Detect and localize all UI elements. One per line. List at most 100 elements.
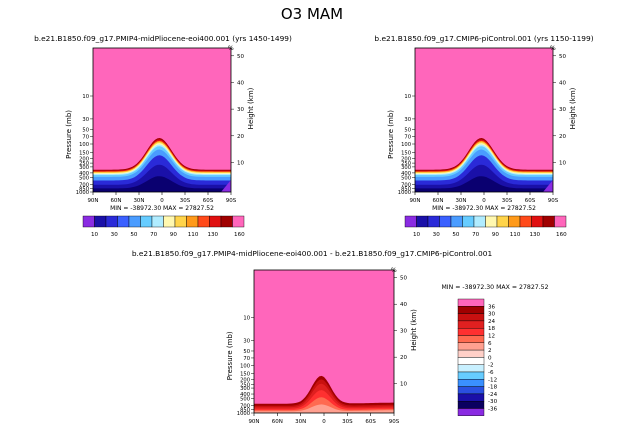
legend-swatch bbox=[554, 215, 567, 228]
height-tick-label: 50 bbox=[400, 276, 407, 282]
legend-swatch bbox=[197, 215, 210, 228]
legend-swatch bbox=[151, 215, 164, 228]
x-tick-label: 90S bbox=[226, 198, 237, 204]
pressure-tick-label: 700 bbox=[240, 404, 250, 410]
pressure-tick-label: 400 bbox=[401, 171, 411, 177]
pressure-tick-label: 300 bbox=[240, 386, 250, 392]
pressure-tick-label: 200 bbox=[240, 378, 250, 384]
x-tick-label: 0 bbox=[322, 419, 326, 425]
panel-title: b.e21.B1850.f09_g17.PMIP4-midPliocene-eo… bbox=[132, 249, 493, 258]
contour-band-10 bbox=[415, 176, 553, 192]
legend-swatch bbox=[457, 349, 485, 358]
legend-label: -24 bbox=[488, 392, 498, 398]
legend-label: 36 bbox=[488, 304, 496, 310]
x-tick-label: 60S bbox=[525, 198, 536, 204]
pressure-tick-label: 150 bbox=[240, 372, 250, 378]
legend-label: 2 bbox=[488, 348, 492, 354]
x-tick-label: 90S bbox=[548, 198, 559, 204]
height-tick-label: 20 bbox=[559, 134, 566, 140]
minmax-label: MIN = -38972.30 MAX = 27827.52 bbox=[441, 284, 548, 291]
legend-swatch bbox=[220, 215, 233, 228]
x-tick-label: 0 bbox=[160, 198, 164, 204]
legend-label: -2 bbox=[488, 363, 494, 369]
legend-label: 70 bbox=[150, 232, 158, 238]
pressure-tick-label: 500 bbox=[401, 176, 411, 182]
pressure-axis-label: Pressure (mb) bbox=[387, 110, 395, 159]
chart-panel-3: 90N 60N 30N 0 30S 60S 90S103050701001502002503… bbox=[132, 249, 549, 425]
legend-swatch bbox=[450, 215, 463, 228]
height-axis-label: Height (km) bbox=[410, 309, 418, 351]
pressure-tick-label: 150 bbox=[79, 150, 89, 156]
legend-swatch bbox=[457, 306, 485, 314]
legend-label: 130 bbox=[207, 232, 218, 238]
legend-swatch bbox=[457, 401, 485, 409]
legend-swatch bbox=[457, 408, 485, 417]
legend-label: -36 bbox=[488, 407, 498, 413]
legend-swatch bbox=[404, 215, 417, 228]
height-tick-label: 30 bbox=[559, 107, 566, 113]
legend-swatch bbox=[496, 215, 509, 228]
legend-swatch bbox=[117, 215, 130, 228]
legend-swatch bbox=[174, 215, 187, 228]
legend-swatch bbox=[457, 328, 485, 336]
legend-label: 18 bbox=[488, 326, 496, 332]
height-tick-label: 30 bbox=[237, 107, 244, 113]
legend-swatch bbox=[462, 215, 475, 228]
x-tick-label: 60S bbox=[203, 198, 214, 204]
pressure-tick-label: 1000 bbox=[398, 190, 411, 196]
x-tick-label: 90N bbox=[409, 198, 420, 204]
pressure-tick-label: 250 bbox=[240, 382, 250, 388]
height-tick-label: 10 bbox=[559, 160, 566, 166]
x-tick-label: 30N bbox=[133, 198, 144, 204]
legend-label: 160 bbox=[556, 232, 567, 238]
legend-label: 70 bbox=[472, 232, 480, 238]
legend-swatch bbox=[232, 215, 245, 228]
legend-label: 12 bbox=[488, 334, 495, 340]
legend-label: -6 bbox=[488, 370, 494, 376]
legend-label: 10 bbox=[413, 232, 421, 238]
legend-label: 30 bbox=[488, 312, 496, 318]
pressure-tick-label: 850 bbox=[79, 187, 89, 193]
pressure-tick-label: 850 bbox=[240, 408, 250, 414]
legend-swatch bbox=[94, 215, 107, 228]
legend-swatch bbox=[457, 320, 485, 329]
legend-swatch bbox=[457, 357, 485, 365]
legend-swatch bbox=[457, 364, 485, 373]
legend-label: 0 bbox=[488, 355, 492, 361]
x-tick-label: 90N bbox=[87, 198, 98, 204]
pressure-tick-label: 250 bbox=[79, 161, 89, 167]
pressure-tick-label: 1000 bbox=[237, 411, 250, 417]
pressure-axis-label: Pressure (mb) bbox=[65, 110, 73, 159]
pressure-tick-label: 500 bbox=[240, 397, 250, 403]
unit-label: % bbox=[391, 267, 397, 274]
height-tick-label: 10 bbox=[400, 382, 407, 388]
pressure-tick-label: 250 bbox=[401, 161, 411, 167]
legend-label: 90 bbox=[492, 232, 500, 238]
legend-swatch bbox=[531, 215, 544, 228]
legend-swatch bbox=[105, 215, 118, 228]
height-tick-label: 10 bbox=[237, 160, 244, 166]
pressure-tick-label: 70 bbox=[404, 135, 411, 141]
pressure-tick-label: 30 bbox=[404, 117, 411, 123]
pressure-tick-label: 400 bbox=[240, 392, 250, 398]
legend-label: 160 bbox=[234, 232, 245, 238]
main-title: O3 MAM bbox=[281, 5, 343, 23]
height-tick-label: 50 bbox=[237, 54, 244, 60]
legend-swatch bbox=[209, 215, 222, 228]
legend-label: 50 bbox=[452, 232, 460, 238]
pressure-tick-label: 30 bbox=[243, 338, 250, 344]
legend-swatch bbox=[416, 215, 429, 228]
legend-label: 10 bbox=[91, 232, 99, 238]
legend-label: 130 bbox=[529, 232, 540, 238]
pressure-tick-label: 70 bbox=[243, 356, 250, 362]
legend-label: -30 bbox=[488, 399, 498, 405]
legend-swatch bbox=[457, 379, 485, 387]
legend-label: 90 bbox=[170, 232, 178, 238]
x-tick-label: 0 bbox=[482, 198, 486, 204]
pressure-tick-label: 50 bbox=[82, 128, 89, 134]
panel-title: b.e21.B1850.f09_g17.CMIP6-piControl.001 … bbox=[374, 34, 593, 43]
pressure-tick-label: 300 bbox=[401, 165, 411, 171]
legend-label: -12 bbox=[488, 377, 497, 383]
legend-swatch bbox=[542, 215, 555, 228]
